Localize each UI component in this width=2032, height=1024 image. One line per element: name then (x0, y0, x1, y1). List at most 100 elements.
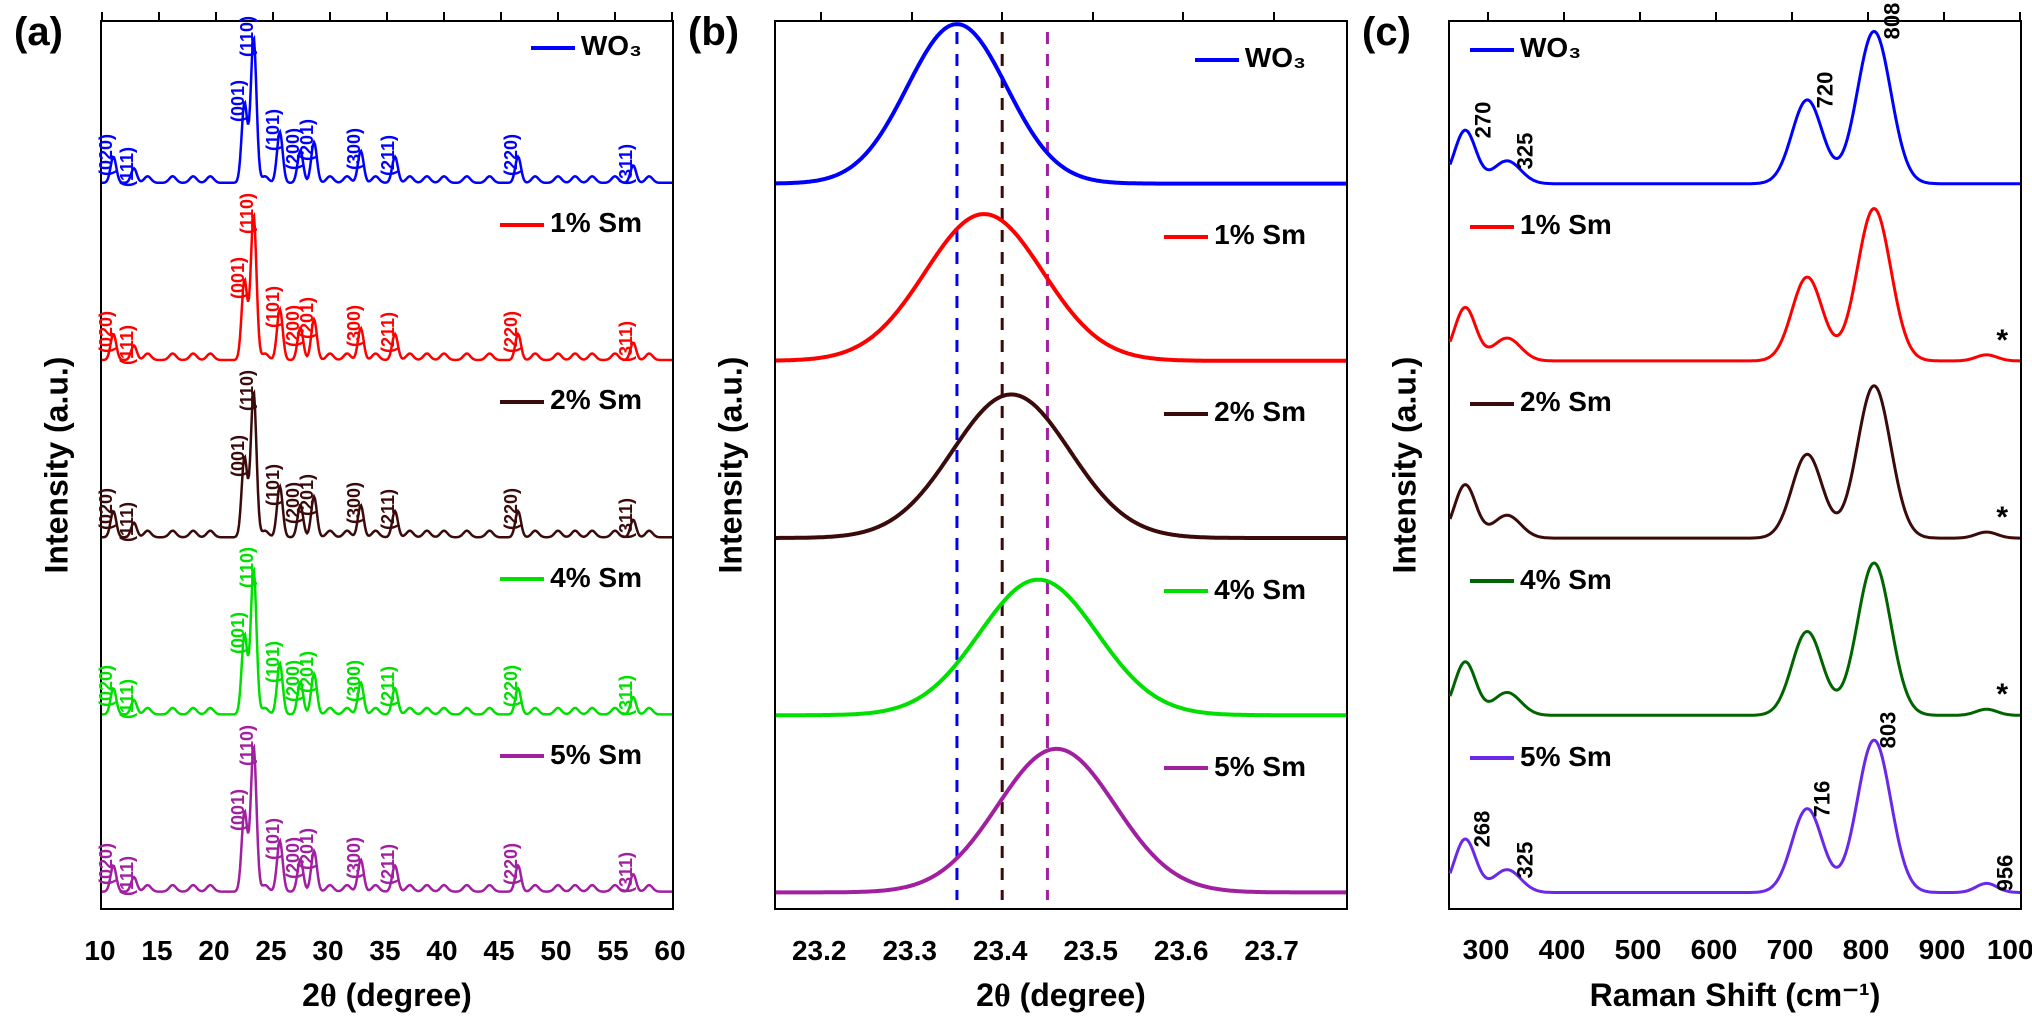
miller-index: (311) (616, 675, 637, 716)
figure-row: (a) Intensity (a.u.) (020)(111)(001)(110… (0, 0, 2032, 1024)
panel-c-xlabel: Raman Shift (cm⁻¹) (1448, 976, 2022, 1014)
panel-a-xtick: 40 (426, 935, 457, 967)
panel-a-legend: 5% Sm (500, 739, 642, 771)
panel-b-xtick: 23.2 (792, 935, 847, 967)
miller-index: (020) (96, 134, 117, 176)
panel-c-xtick: 900 (1919, 934, 1966, 966)
miller-index: (101) (263, 109, 284, 151)
panel-b-xtick: 23.6 (1154, 935, 1209, 967)
panel-c-xtick: 500 (1615, 934, 1662, 966)
miller-index: (220) (501, 843, 522, 885)
miller-index: (020) (96, 843, 117, 885)
panel-b-frame: Intensity (a.u.) WO₃1% Sm2% Sm4% Sm5% Sm (774, 20, 1348, 910)
miller-index: (211) (378, 844, 399, 885)
miller-index: (001) (228, 80, 249, 122)
miller-index: (001) (228, 434, 249, 476)
panel-b-xtick: 23.3 (882, 935, 937, 967)
miller-index: (101) (263, 464, 284, 506)
panel-b-legend: 1% Sm (1164, 219, 1306, 251)
miller-index: (020) (96, 311, 117, 353)
panel-a-xtick: 35 (369, 935, 400, 967)
miller-index: (111) (117, 679, 138, 719)
panel-b-xtick: 23.4 (973, 935, 1028, 967)
miller-index: (110) (237, 193, 258, 234)
miller-index: (220) (501, 134, 522, 176)
miller-index: (311) (616, 144, 637, 185)
panel-b-ylabel: Intensity (a.u.) (713, 357, 750, 574)
panel-a-legend: 1% Sm (500, 207, 642, 239)
miller-index: (201) (297, 828, 318, 870)
panel-a-xtick: 45 (483, 935, 514, 967)
miller-index: (201) (297, 119, 318, 161)
miller-index: (311) (616, 852, 637, 893)
panel-a-xtick: 30 (312, 935, 343, 967)
miller-index: (211) (378, 312, 399, 353)
panel-c-frame: Intensity (a.u.) WO₃1% Sm2% Sm4% Sm5% Sm… (1448, 20, 2022, 910)
miller-index: (111) (117, 147, 138, 187)
miller-index: (111) (117, 856, 138, 896)
panel-a-xlabel: 2θ (degree) (100, 977, 674, 1014)
miller-index: (300) (344, 482, 365, 524)
raman-peak-label: 268 (1469, 811, 1495, 848)
miller-index: (300) (344, 660, 365, 702)
panel-a-xtick: 15 (141, 935, 172, 967)
panel-c-xtick: 600 (1691, 934, 1738, 966)
miller-index: (001) (228, 257, 249, 299)
panel-b-label: (b) (688, 10, 739, 55)
miller-index: (020) (96, 488, 117, 530)
panel-b-legend: 5% Sm (1164, 751, 1306, 783)
miller-index: (111) (117, 502, 138, 542)
panel-c: (c) Intensity (a.u.) WO₃1% Sm2% Sm4% Sm5… (1358, 10, 2022, 1014)
miller-index: (220) (501, 311, 522, 353)
panel-a-legend: 4% Sm (500, 562, 642, 594)
miller-index: (101) (263, 286, 284, 328)
panel-a-xtick: 20 (198, 935, 229, 967)
panel-b-legend: 4% Sm (1164, 574, 1306, 606)
panel-a-legend: 2% Sm (500, 384, 642, 416)
panel-a-xtick: 25 (255, 935, 286, 967)
star-marker: * (1996, 678, 2008, 712)
miller-index: (211) (378, 666, 399, 707)
star-marker: * (1996, 501, 2008, 535)
panel-a-ylabel: Intensity (a.u.) (39, 357, 76, 574)
miller-index: (211) (378, 135, 399, 176)
panel-c-legend: 5% Sm (1470, 741, 1612, 773)
miller-index: (110) (237, 16, 258, 57)
panel-a-xtick: 55 (597, 935, 628, 967)
panel-a-label: (a) (14, 10, 63, 55)
panel-c-ylabel: Intensity (a.u.) (1387, 357, 1424, 574)
miller-index: (101) (263, 818, 284, 860)
raman-peak-label: 325 (1512, 133, 1538, 170)
miller-index: (001) (228, 612, 249, 654)
raman-peak-label: 808 (1879, 3, 1905, 40)
miller-index: (201) (297, 651, 318, 693)
miller-index: (001) (228, 789, 249, 831)
miller-index: (101) (263, 641, 284, 683)
panel-c-xtick: 1000 (1987, 934, 2032, 966)
miller-index: (110) (237, 370, 258, 411)
miller-index: (220) (501, 665, 522, 707)
panel-b-legend: 2% Sm (1164, 396, 1306, 428)
panel-c-xtick: 400 (1539, 934, 1586, 966)
star-marker: * (1996, 324, 2008, 358)
panel-a-frame: Intensity (a.u.) (020)(111)(001)(110)(10… (100, 20, 674, 910)
miller-index: (300) (344, 305, 365, 347)
miller-index: (111) (117, 325, 138, 365)
panel-c-legend: 4% Sm (1470, 564, 1612, 596)
raman-peak-label: 956 (1992, 855, 2018, 892)
raman-peak-label: 803 (1876, 712, 1902, 749)
raman-peak-label: 720 (1813, 72, 1839, 109)
miller-index: (110) (237, 547, 258, 588)
miller-index: (311) (616, 321, 637, 362)
raman-peak-label: 716 (1810, 780, 1836, 817)
miller-index: (220) (501, 488, 522, 530)
miller-index: (211) (378, 489, 399, 530)
panel-c-legend: 2% Sm (1470, 386, 1612, 418)
miller-index: (110) (237, 724, 258, 765)
panel-a-legend: WO₃ (531, 30, 642, 62)
miller-index: (201) (297, 474, 318, 516)
panel-b-xtick: 23.5 (1063, 935, 1118, 967)
panel-b-xlabel: 2θ (degree) (774, 977, 1348, 1014)
panel-b: (b) Intensity (a.u.) WO₃1% Sm2% Sm4% Sm5… (684, 10, 1348, 1014)
panel-c-xtick: 800 (1843, 934, 1890, 966)
